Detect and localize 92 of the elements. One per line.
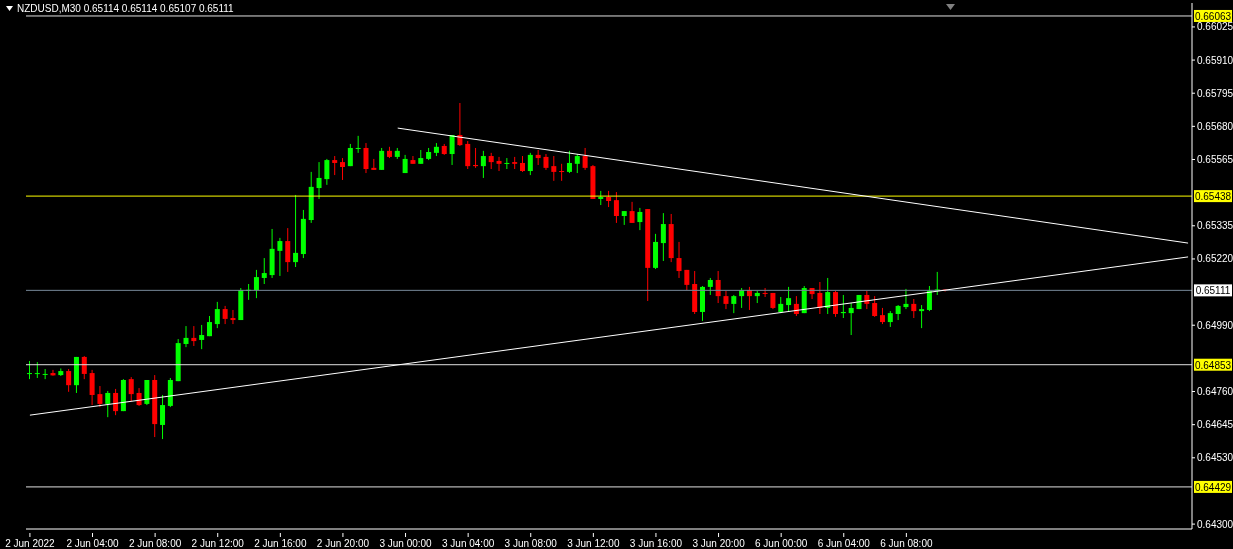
x-tick-label: 2 Jun 04:00: [66, 538, 120, 549]
candlestick: [919, 304, 925, 329]
candlestick: [480, 150, 486, 179]
y-tick-label: 0.65680: [1197, 120, 1233, 132]
candlestick: [676, 241, 682, 279]
y-tick-label: 0.65335: [1197, 220, 1233, 232]
candlestick: [637, 207, 643, 231]
candlestick: [895, 304, 901, 321]
candlestick: [731, 294, 737, 314]
x-tick-label: 2 Jun 2022: [5, 538, 56, 549]
x-tick-label: 3 Jun 12:00: [567, 538, 620, 549]
candlestick: [199, 324, 205, 350]
x-tick-label: 3 Jun 00:00: [379, 538, 433, 549]
candlestick: [277, 237, 283, 277]
candlestick: [825, 277, 831, 315]
candlestick: [42, 368, 48, 380]
candlestick: [574, 153, 580, 174]
x-tick-label: 2 Jun 08:00: [128, 538, 182, 549]
y-tick-label: 0.66025: [1197, 21, 1233, 33]
ref-line-label: 0.65111: [1195, 285, 1231, 297]
candlestick: [551, 155, 557, 182]
candlestick: [340, 157, 346, 181]
candlestick: [97, 385, 103, 408]
candlestick: [160, 394, 166, 440]
candlestick: [105, 390, 111, 418]
candlestick: [504, 157, 510, 170]
candlestick: [355, 135, 361, 154]
candlestick: [316, 161, 322, 200]
candlestick: [230, 309, 236, 325]
candlestick: [128, 376, 134, 402]
y-tick-label: 0.64530: [1197, 452, 1233, 464]
candlestick: [786, 286, 792, 312]
candlestick: [261, 257, 267, 285]
chart-title: NZDUSD,M30 0.65114 0.65114 0.65107 0.65111: [17, 3, 234, 14]
y-tick-label: 0.64300: [1197, 518, 1233, 530]
candlestick: [449, 134, 455, 166]
candlestick: [214, 301, 220, 329]
x-tick-label: 6 Jun 08:00: [880, 538, 933, 549]
candlestick: [379, 147, 385, 171]
candlestick: [817, 281, 823, 315]
candlestick: [723, 290, 729, 310]
x-tick-label: 2 Jun 20:00: [316, 538, 370, 549]
candlestick: [293, 194, 299, 268]
candlestick: [324, 158, 330, 186]
x-tick-label: 3 Jun 04:00: [442, 538, 495, 549]
ref-line-label: 0.65438: [1194, 191, 1232, 203]
candlestick: [285, 227, 291, 273]
y-tick-label: 0.65795: [1197, 87, 1233, 99]
x-tick-label: 2 Jun 12:00: [191, 538, 245, 549]
candlestick: [911, 298, 917, 319]
candlestick: [27, 360, 32, 380]
candlestick: [582, 147, 588, 171]
candlestick: [410, 155, 416, 165]
candlestick: [113, 388, 119, 416]
candlestick: [715, 270, 721, 304]
candlestick: [833, 290, 839, 318]
candlestick: [332, 155, 338, 176]
candlestick: [191, 325, 197, 347]
candlestick: [66, 368, 72, 393]
y-tick-label: 0.64760: [1197, 386, 1233, 398]
x-tick-label: 6 Jun 04:00: [817, 538, 871, 549]
candlestick: [559, 163, 565, 182]
ref-line-label: 0.64429: [1194, 481, 1232, 493]
candlestick: [183, 325, 189, 348]
candlestick: [613, 191, 619, 224]
y-tick-label: 0.64990: [1197, 319, 1233, 331]
candlestick: [89, 369, 95, 406]
ref-line-label: 0.64853: [1194, 359, 1232, 371]
x-tick-label: 3 Jun 08:00: [504, 538, 558, 549]
x-tick-label: 6 Jun 00:00: [755, 538, 808, 549]
candlestick: [903, 288, 909, 310]
y-tick-label: 0.64645: [1197, 419, 1233, 431]
candlestick: [660, 212, 666, 262]
ref-line-label: 0.66063: [1194, 10, 1232, 22]
candlestick: [527, 152, 533, 176]
x-tick-label: 3 Jun 20:00: [692, 538, 746, 549]
candlestick: [566, 150, 572, 174]
candlestick: [848, 302, 854, 336]
y-tick-label: 0.65565: [1197, 154, 1233, 166]
candlestick: [363, 142, 369, 174]
candlestick: [496, 156, 502, 172]
x-tick-label: 3 Jun 16:00: [629, 538, 683, 549]
candlestick: [926, 285, 932, 312]
x-tick-label: 2 Jun 16:00: [254, 538, 307, 549]
candlestick: [465, 140, 471, 170]
candlestick: [629, 201, 635, 224]
y-tick-label: 0.65220: [1197, 253, 1233, 265]
candlestick: [253, 269, 259, 299]
candlestick: [762, 287, 768, 298]
candlestick: [222, 305, 228, 325]
candlestick: [872, 295, 878, 318]
y-tick-label: 0.65910: [1197, 54, 1233, 66]
